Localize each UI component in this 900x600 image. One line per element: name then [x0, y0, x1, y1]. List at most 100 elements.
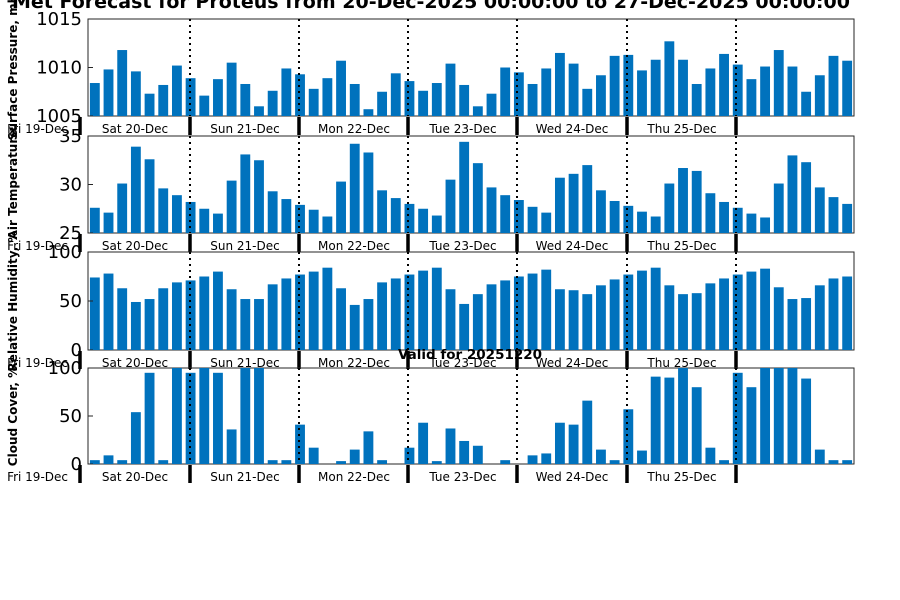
bar: [773, 183, 784, 233]
bar: [801, 378, 812, 464]
bar: [144, 372, 155, 464]
bar: [582, 400, 593, 464]
bar: [637, 450, 647, 464]
day-label: Wed 24-Dec: [536, 356, 609, 370]
bar: [623, 205, 634, 233]
bar: [418, 90, 429, 116]
y-tick-label: 25: [59, 223, 82, 244]
bar: [664, 183, 675, 233]
bar: [801, 91, 812, 116]
bar: [445, 179, 456, 233]
bar: [226, 62, 237, 116]
bar: [705, 68, 716, 116]
bar: [732, 274, 743, 350]
bar: [459, 440, 470, 464]
bar: [281, 68, 292, 116]
bar: [295, 74, 305, 116]
bar: [541, 453, 552, 464]
bar: [842, 460, 853, 464]
day-label: Fri 19-Dec: [7, 122, 68, 136]
bar: [719, 460, 729, 464]
bar: [500, 67, 511, 116]
bar: [445, 63, 456, 116]
bar: [472, 106, 483, 116]
bar: [295, 204, 305, 233]
bar: [336, 181, 346, 233]
bar: [568, 290, 579, 350]
bar: [472, 445, 483, 464]
bar: [609, 279, 620, 350]
day-label: Sun 21-Dec: [210, 356, 279, 370]
bar: [842, 203, 853, 233]
y-tick-label: 30: [59, 175, 82, 196]
bar: [650, 59, 661, 116]
bar: [828, 278, 839, 350]
bar: [828, 460, 839, 464]
bar: [582, 88, 593, 116]
day-label: Tue 23-Dec: [428, 356, 496, 370]
bar: [254, 368, 264, 464]
bar: [801, 162, 812, 233]
bar: [349, 449, 360, 464]
bar: [226, 429, 237, 464]
bar: [281, 278, 292, 350]
bar: [158, 288, 169, 350]
day-label: Mon 22-Dec: [318, 122, 390, 136]
bar: [117, 183, 128, 233]
bar: [637, 70, 647, 116]
bar: [513, 200, 524, 233]
day-label: Thu 25-Dec: [646, 470, 716, 484]
bar: [254, 160, 264, 233]
bar: [89, 277, 100, 350]
day-label: Sat 20-Dec: [102, 122, 168, 136]
bar: [705, 193, 716, 233]
bar: [596, 190, 606, 233]
bar: [117, 460, 128, 464]
day-label: Tue 23-Dec: [428, 122, 496, 136]
bar: [842, 276, 853, 350]
bar: [814, 449, 825, 464]
bar: [760, 66, 771, 116]
bar: [828, 55, 839, 116]
y-axis-label: Relative Humidity, %: [6, 231, 20, 372]
day-label: Fri 19-Dec: [7, 239, 68, 253]
bar: [390, 198, 401, 233]
day-label: Thu 25-Dec: [646, 239, 716, 253]
bar: [541, 212, 552, 233]
bar: [719, 201, 729, 233]
bar: [746, 271, 757, 350]
bar: [377, 460, 388, 464]
bar: [171, 65, 182, 116]
bar: [295, 274, 305, 350]
bar: [185, 372, 196, 464]
bar: [322, 216, 333, 233]
y-axis-label: Surface Pressure, mb: [6, 0, 20, 140]
bar: [295, 424, 305, 464]
bar: [199, 208, 210, 233]
bar: [760, 368, 771, 464]
bar: [568, 63, 579, 116]
bar: [787, 368, 798, 464]
bar: [760, 268, 771, 350]
bar: [719, 278, 729, 350]
day-label: Sun 21-Dec: [210, 239, 279, 253]
bar: [199, 95, 210, 116]
y-tick-label: 1015: [36, 9, 82, 30]
day-label: Sat 20-Dec: [102, 239, 168, 253]
bar: [459, 303, 470, 350]
y-tick-label: 1010: [36, 58, 82, 79]
bar: [130, 146, 141, 233]
bar: [171, 368, 182, 464]
bar: [431, 83, 442, 116]
bar: [814, 75, 825, 116]
bar: [404, 81, 415, 116]
bar: [787, 299, 798, 350]
bar: [773, 50, 784, 116]
bar: [336, 288, 346, 350]
bar: [390, 73, 401, 116]
bar: [171, 282, 182, 350]
bar: [486, 93, 497, 116]
